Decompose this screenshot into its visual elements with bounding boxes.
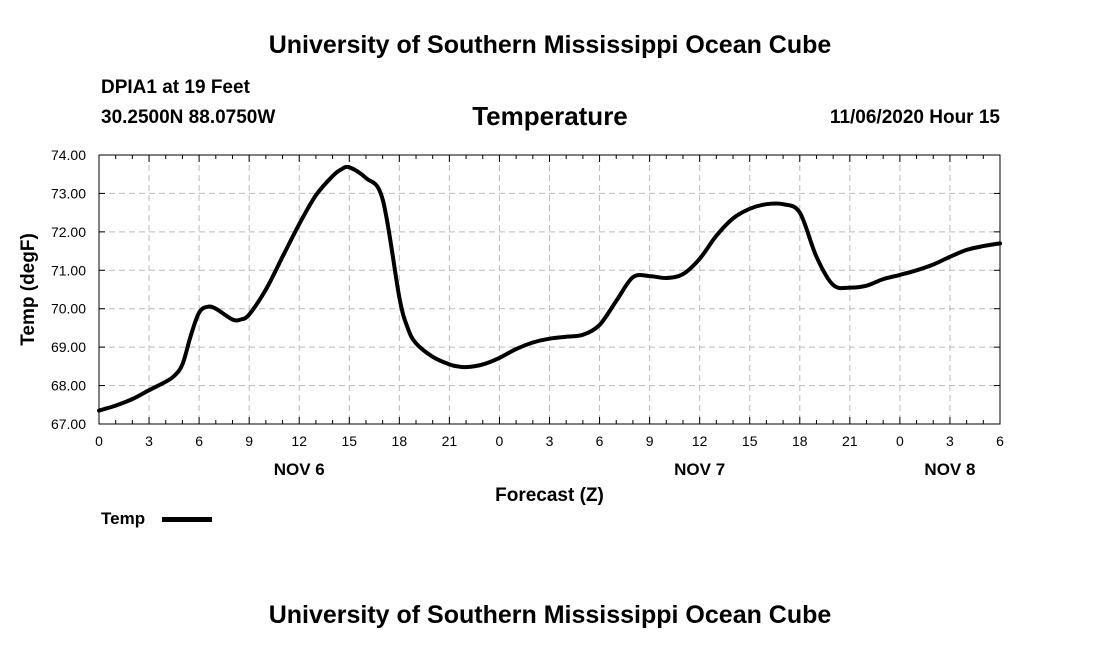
x-tick-label: 12 <box>291 433 307 449</box>
y-axis-title: Temp (degF) <box>18 233 39 346</box>
x-tick-label: 21 <box>842 433 858 449</box>
station-label: DPIA1 at 19 Feet <box>101 77 250 98</box>
y-tick-label: 72.00 <box>51 224 86 240</box>
coordinates-label: 30.2500N 88.0750W <box>101 107 276 128</box>
chart-title: Temperature <box>472 101 628 131</box>
x-tick-label: 6 <box>596 433 604 449</box>
banner-title-top: University of Southern Mississippi Ocean… <box>268 31 832 59</box>
banner-title-bottom: University of Southern Mississippi Ocean… <box>268 601 832 629</box>
x-tick-label: 0 <box>95 433 103 449</box>
x-tick-label: 6 <box>195 433 203 449</box>
day-label: NOV 8 <box>924 460 975 479</box>
y-tick-label: 71.00 <box>51 262 86 278</box>
x-tick-label: 12 <box>692 433 708 449</box>
y-tick-label: 74.00 <box>51 147 86 163</box>
day-label: NOV 7 <box>674 460 725 479</box>
x-tick-label: 18 <box>792 433 808 449</box>
legend-label: Temp <box>101 509 146 528</box>
x-tick-label: 15 <box>341 433 357 449</box>
y-tick-label: 70.00 <box>51 301 86 317</box>
y-tick-label: 67.00 <box>51 416 86 432</box>
y-tick-label: 69.00 <box>51 339 86 355</box>
x-tick-label: 9 <box>245 433 253 449</box>
y-tick-label: 68.00 <box>51 378 86 394</box>
x-tick-label: 0 <box>496 433 504 449</box>
legend-line-swatch <box>162 517 212 522</box>
datetime-label: 11/06/2020 Hour 15 <box>829 107 1000 128</box>
x-tick-label: 3 <box>946 433 954 449</box>
x-tick-label: 21 <box>442 433 458 449</box>
x-tick-label: 3 <box>145 433 153 449</box>
x-axis-title: Forecast (Z) <box>495 485 604 506</box>
x-tick-label: 0 <box>896 433 904 449</box>
x-tick-label: 6 <box>996 433 1004 449</box>
day-label: NOV 6 <box>274 460 325 479</box>
x-tick-label: 18 <box>392 433 408 449</box>
x-tick-label: 15 <box>742 433 758 449</box>
series-line-temp <box>97 164 1002 413</box>
x-tick-label: 3 <box>546 433 554 449</box>
x-tick-label: 9 <box>646 433 654 449</box>
y-tick-label: 73.00 <box>51 185 86 201</box>
